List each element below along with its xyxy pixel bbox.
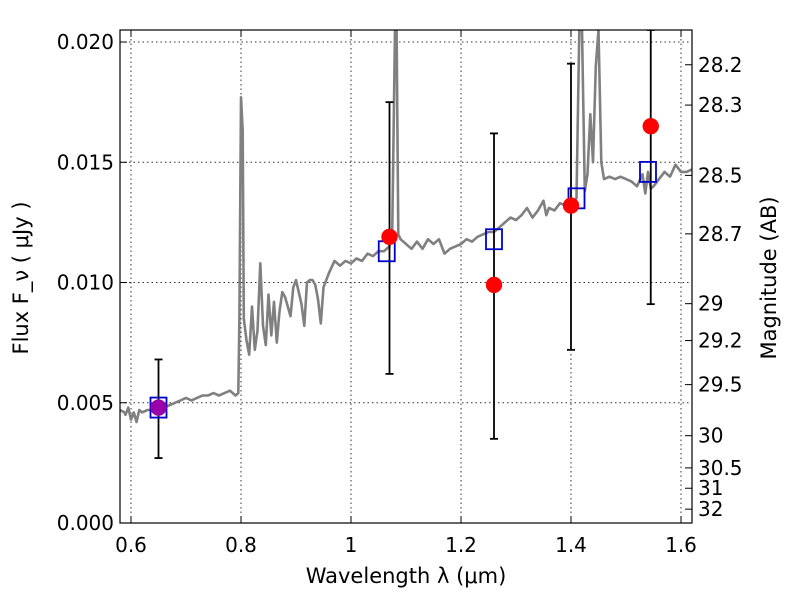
- mag-tick-label: 31: [698, 476, 723, 500]
- axes: 0.6 0.8 1 1.2 1.4 1.6 0.000 0.005 0.010 0.015 0.02…: [57, 30, 743, 557]
- y-tick-label: 0.015: [57, 150, 114, 174]
- observed-point: [562, 197, 580, 214]
- model-boxes: [149, 160, 657, 419]
- x-tick-label: 0.6: [115, 533, 147, 557]
- x-tick-label: 1.4: [555, 533, 587, 557]
- x-axis-label: Wavelength λ (μm): [306, 564, 507, 588]
- spectrum-layer: [120, 30, 692, 424]
- mag-tick-label: 29.2: [698, 329, 743, 353]
- observed-point: [642, 117, 659, 135]
- mag-tick-label: 28.5: [698, 163, 743, 187]
- mag-tick-label: 29.5: [698, 373, 743, 397]
- y-axis-label-right: Magnitude (AB): [757, 196, 781, 359]
- observed-point: [485, 276, 503, 294]
- grid: [120, 30, 692, 524]
- x-tick-label: 1.2: [445, 533, 477, 557]
- mag-tick-label: 29: [698, 292, 723, 316]
- plot-frame: [119, 29, 693, 524]
- mag-tick-label: 28.3: [698, 93, 743, 117]
- observed-point: [381, 228, 398, 246]
- observed-points: [150, 117, 659, 416]
- mag-tick-label: 28.2: [698, 53, 743, 77]
- x-tick-label: 1: [345, 533, 358, 557]
- y-tick-label: 0.010: [57, 271, 114, 295]
- x-tick-label: 1.6: [665, 533, 697, 557]
- y-tick-label: 0.000: [57, 511, 114, 535]
- mag-tick-label: 28.7: [698, 222, 743, 246]
- mag-tick-label: 30: [698, 424, 723, 448]
- mag-tick-label: 30.5: [698, 456, 743, 480]
- model-box: [639, 160, 657, 183]
- y-axis-label-left: Flux F_ν ( μJy ): [9, 201, 34, 354]
- spectrum-line: [120, 30, 692, 424]
- observed-point: [150, 399, 167, 416]
- y-tick-label: 0.005: [57, 391, 114, 415]
- y-tick-label: 0.020: [57, 30, 114, 54]
- mag-tick-label: 32: [698, 497, 723, 521]
- x-tick-label: 0.8: [225, 533, 257, 557]
- model-box: [485, 228, 503, 251]
